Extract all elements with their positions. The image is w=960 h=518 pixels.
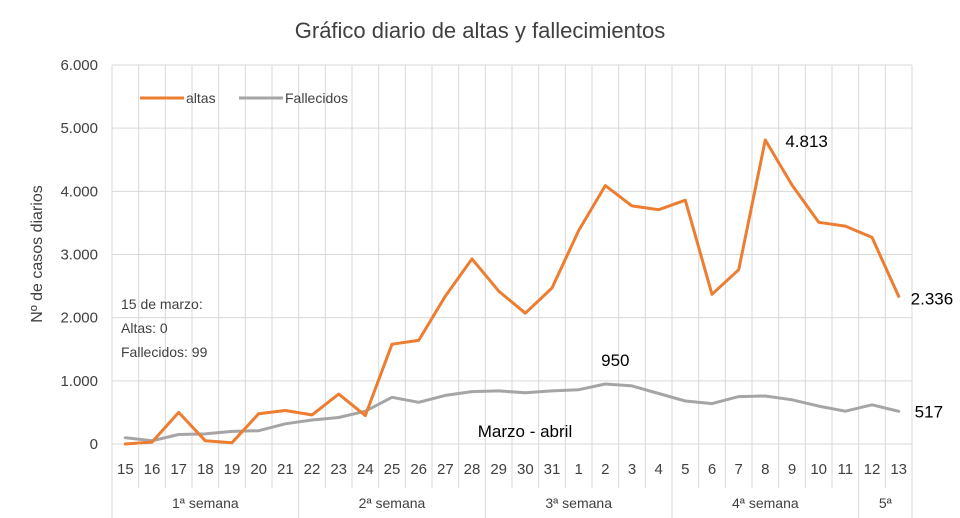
x-tick-label: 1 [574, 461, 582, 478]
x-tick-label: 9 [788, 461, 796, 478]
x-tick-label: 15 [117, 461, 134, 478]
y-tick-label: 4.000 [60, 183, 98, 200]
x-tick-label: 10 [810, 461, 827, 478]
x-tick-label: 19 [224, 461, 241, 478]
y-tick-label: 0 [90, 436, 98, 453]
chart-title: Gráfico diario de altas y fallecimientos [295, 18, 666, 43]
x-axis-title: Marzo - abril [478, 422, 572, 441]
x-tick-label: 3 [628, 461, 636, 478]
x-tick-label: 17 [170, 461, 187, 478]
week-label: 5ª [879, 495, 893, 511]
x-tick-label: 28 [464, 461, 481, 478]
y-tick-label: 5.000 [60, 120, 98, 137]
data-label: 2.336 [911, 289, 954, 308]
x-tick-label: 18 [197, 461, 214, 478]
x-tick-label: 23 [330, 461, 347, 478]
y-tick-label: 2.000 [60, 310, 98, 327]
data-label: 950 [601, 351, 629, 370]
annotation-box: 15 de marzo: Altas: 0 Fallecidos: 99 [121, 296, 208, 360]
x-tick-label: 20 [250, 461, 267, 478]
x-tick-label: 4 [654, 461, 662, 478]
series-lines [123, 138, 901, 446]
x-tick-label: 6 [708, 461, 716, 478]
data-label: 517 [915, 402, 943, 421]
x-tick-label: 12 [864, 461, 881, 478]
x-tick-label: 27 [437, 461, 454, 478]
annotation-line: Fallecidos: 99 [121, 344, 208, 360]
y-axis: 0 1.000 2.000 3.000 4.000 5.000 6.000 [60, 57, 98, 453]
legend-label: altas [186, 90, 216, 106]
x-tick-label: 8 [761, 461, 769, 478]
x-tick-label: 22 [304, 461, 321, 478]
data-labels: 4.813 2.336 950 517 [601, 132, 953, 421]
x-tick-label: 7 [734, 461, 742, 478]
x-tick-label: 21 [277, 461, 294, 478]
y-axis-title: Nº de casos diarios [29, 185, 46, 322]
week-label: 4ª semana [732, 495, 799, 511]
week-label: 2ª semana [359, 495, 426, 511]
series-line-fallecidos [123, 382, 901, 443]
data-label: 4.813 [785, 132, 828, 151]
week-label: 1ª semana [172, 495, 239, 511]
series-line-altas [123, 138, 901, 446]
x-tick-label: 26 [410, 461, 427, 478]
x-tick-label: 11 [838, 461, 854, 478]
x-tick-label: 31 [544, 461, 561, 478]
week-axis: 1ª semana 2ª semana 3ª semana 4ª semana 5ª [111, 488, 913, 518]
y-tick-label: 1.000 [60, 373, 98, 390]
week-label: 3ª semana [545, 495, 612, 511]
legend: altas Fallecidos [140, 90, 348, 106]
y-tick-label: 3.000 [60, 247, 98, 264]
x-tick-label: 2 [601, 461, 609, 478]
x-axis: 15 16 17 18 19 20 21 22 23 24 25 26 27 28 29 30 31 1 2 3 4 5 6… [111, 444, 913, 488]
x-tick-label: 5 [681, 461, 689, 478]
annotation-line: 15 de marzo: [121, 296, 203, 312]
x-tick-label: 13 [890, 461, 907, 478]
x-tick-label: 29 [490, 461, 507, 478]
annotation-line: Altas: 0 [121, 320, 168, 336]
gridlines [111, 64, 913, 445]
x-tick-label: 25 [384, 461, 401, 478]
x-tick-label: 30 [517, 461, 534, 478]
legend-label: Fallecidos [285, 90, 348, 106]
x-tick-label: 16 [144, 461, 161, 478]
x-tick-label: 24 [357, 461, 374, 478]
y-tick-label: 6.000 [60, 57, 98, 74]
